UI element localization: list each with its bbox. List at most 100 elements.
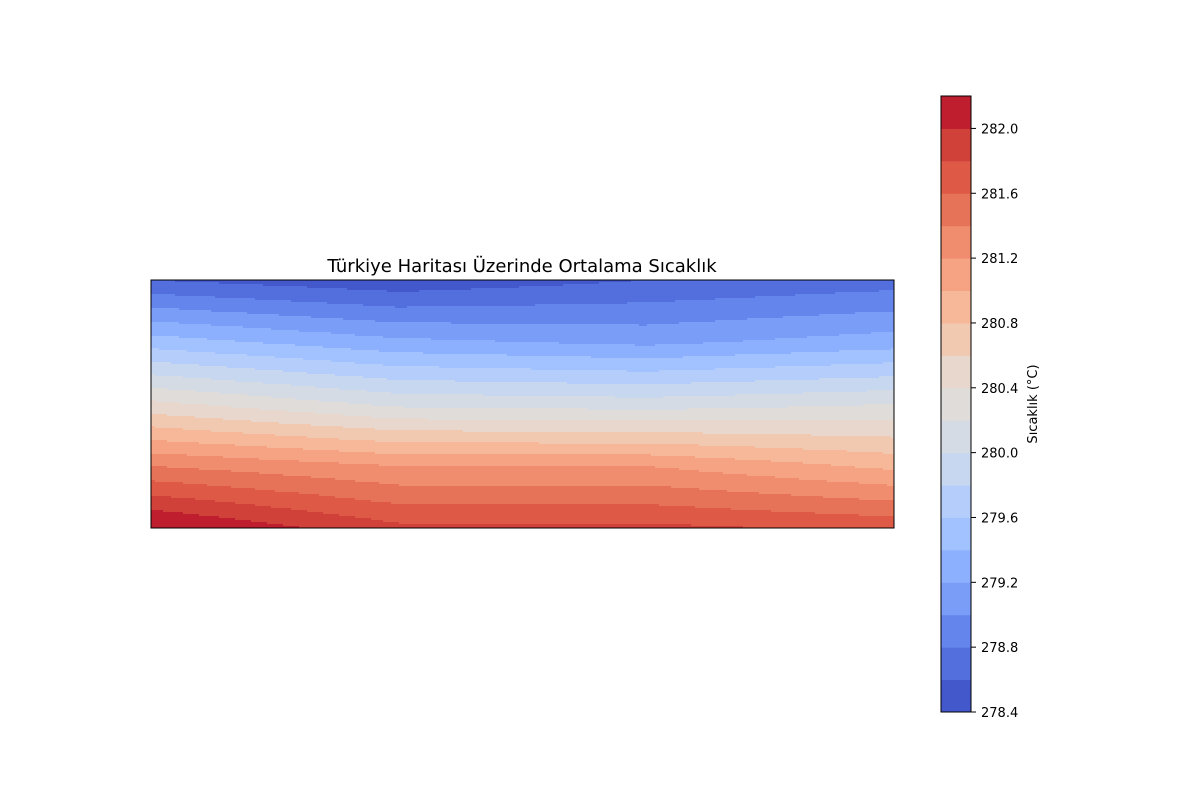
contour-cell	[815, 314, 820, 317]
contour-cell	[431, 316, 436, 319]
contour-cell	[575, 308, 580, 311]
contour-cell	[527, 306, 532, 309]
contour-cell	[715, 314, 720, 317]
contour-cell	[319, 292, 324, 295]
contour-cell	[247, 320, 252, 323]
contour-cell	[791, 310, 796, 313]
contour-cell	[443, 332, 448, 335]
contour-cell	[891, 322, 894, 325]
contour-cell	[831, 286, 836, 289]
contour-cell	[443, 318, 448, 321]
contour-cell	[783, 304, 788, 307]
contour-cell	[619, 304, 624, 307]
contour-cell	[803, 282, 808, 285]
contour-cell	[351, 292, 356, 295]
contour-cell	[551, 324, 556, 327]
contour-cell	[503, 304, 508, 307]
contour-cell	[883, 286, 888, 289]
contour-cell	[399, 292, 404, 295]
contour-cell	[211, 298, 216, 301]
contour-cell	[403, 304, 408, 307]
contour-cell	[323, 318, 328, 321]
contour-cell	[727, 300, 732, 303]
contour-cell	[155, 286, 160, 289]
contour-cell	[435, 302, 440, 305]
contour-cell	[223, 328, 228, 331]
contour-cell	[483, 284, 488, 287]
contour-cell	[703, 312, 708, 315]
contour-cell	[539, 304, 544, 307]
contour-cell	[167, 326, 172, 329]
contour-cell	[195, 290, 200, 293]
contour-cell	[555, 290, 560, 293]
contour-cell	[483, 290, 488, 293]
contour-cell	[275, 302, 280, 305]
contour-cell	[663, 304, 668, 307]
contour-cell	[739, 320, 744, 323]
contour-cell	[767, 282, 772, 285]
contour-cell	[383, 316, 388, 319]
contour-cell	[431, 290, 436, 293]
contour-cell	[423, 286, 428, 289]
contour-cell	[231, 296, 236, 299]
contour-cell	[335, 318, 340, 321]
contour-cell	[795, 286, 800, 289]
contour-cell	[811, 306, 816, 309]
contour-cell	[435, 290, 440, 293]
contour-cell	[479, 300, 484, 303]
contour-cell	[835, 296, 840, 299]
contour-cell	[707, 304, 712, 307]
contour-cell	[491, 322, 496, 325]
contour-cell	[459, 298, 464, 301]
contour-cell	[703, 318, 708, 321]
contour-cell	[863, 296, 868, 299]
contour-cell	[359, 324, 364, 327]
contour-cell	[871, 302, 876, 305]
contour-cell	[295, 308, 300, 311]
contour-cell	[659, 302, 664, 305]
contour-cell	[459, 300, 464, 303]
contour-cell	[199, 316, 204, 319]
contour-cell	[343, 290, 348, 293]
contour-cell	[663, 294, 668, 297]
contour-cell	[535, 312, 540, 315]
contour-cell	[183, 318, 188, 321]
contour-cell	[503, 298, 508, 301]
contour-cell	[811, 324, 816, 327]
contour-cell	[187, 280, 192, 283]
contour-cell	[627, 316, 632, 319]
contour-cell	[411, 332, 416, 335]
contour-cell	[515, 302, 520, 305]
contour-cell	[759, 282, 764, 285]
contour-cell	[599, 326, 604, 329]
contour-cell	[499, 318, 504, 321]
contour-cell	[735, 308, 740, 311]
contour-cell	[475, 320, 480, 323]
contour-cell	[743, 318, 748, 321]
contour-cell	[407, 286, 412, 289]
contour-cell	[663, 306, 668, 309]
contour-cell	[527, 286, 532, 289]
contour-cell	[347, 286, 352, 289]
contour-cell	[835, 292, 840, 295]
contour-cell	[703, 324, 708, 327]
contour-cell	[387, 314, 392, 317]
contour-cell	[151, 282, 156, 285]
contour-cell	[579, 320, 584, 323]
contour-cell	[891, 324, 894, 327]
contour-cell	[795, 302, 800, 305]
contour-cell	[335, 296, 340, 299]
contour-cell	[851, 326, 856, 329]
contour-cell	[203, 330, 208, 333]
contour-cell	[243, 292, 248, 295]
contour-cell	[595, 310, 600, 313]
contour-cell	[491, 298, 496, 301]
contour-cell	[703, 310, 708, 313]
contour-cell	[575, 312, 580, 315]
contour-cell	[463, 298, 468, 301]
contour-cell	[663, 312, 668, 315]
contour-cell	[483, 324, 488, 327]
contour-cell	[467, 300, 472, 303]
contour-cell	[819, 306, 824, 309]
